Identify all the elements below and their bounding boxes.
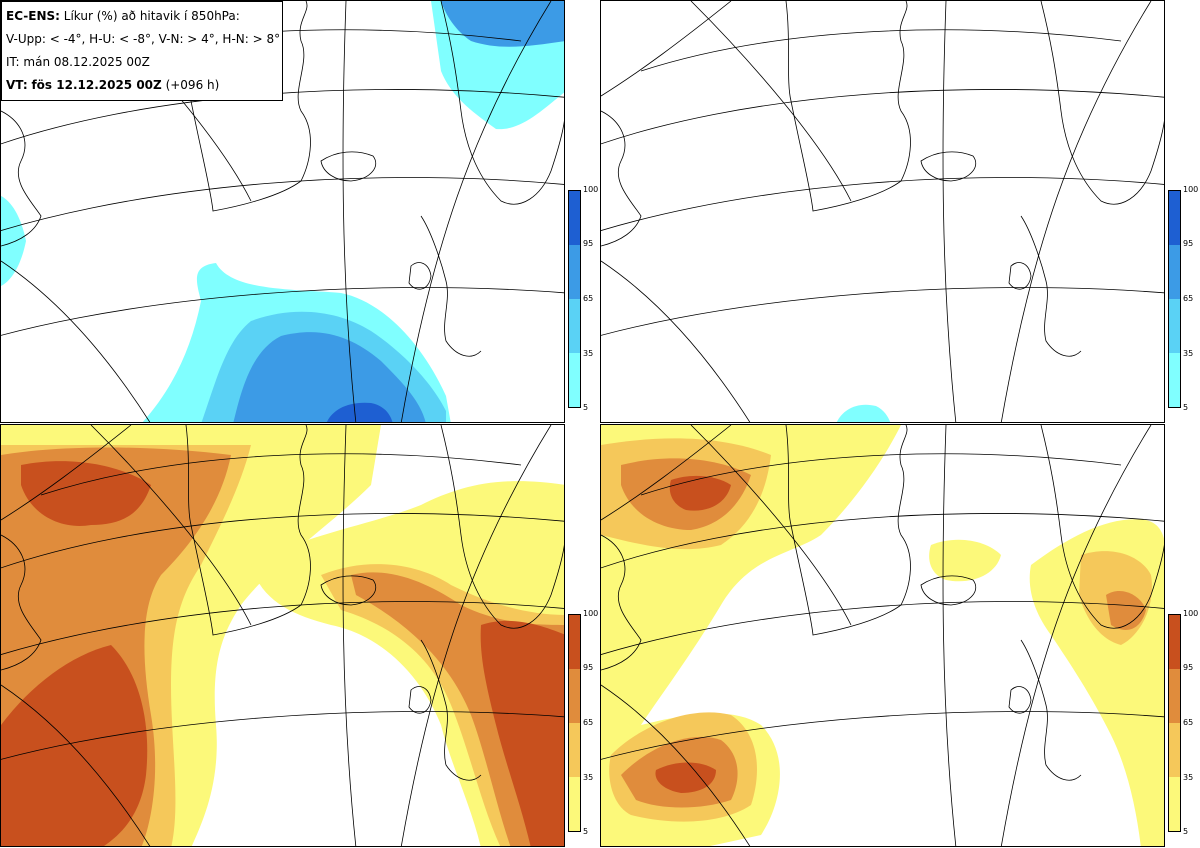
colorbar-cold-right [1168, 190, 1181, 408]
cbar-tick-65: 65 [583, 718, 594, 727]
scandinavia-coast [440, 425, 564, 629]
map-warm-plus8 [601, 425, 1164, 846]
prob-area-light-iceland [929, 539, 1001, 582]
cbar-tick-95: 95 [1183, 239, 1194, 248]
greenland-coast [185, 425, 311, 636]
panel-cold-minus4: EC-ENS: Líkur (%) að hitavik í 850hPa: V… [0, 0, 565, 423]
valid-time: fös 12.12.2025 00Z [31, 78, 162, 92]
map-warm-plus4 [1, 425, 564, 846]
cbar-tick-65: 65 [1183, 294, 1194, 303]
ireland-coast [1008, 262, 1032, 290]
prob-area-light [836, 404, 891, 422]
prob-area-dark [233, 332, 426, 422]
prob-area-max-east [480, 620, 564, 846]
valid-label: VT: [6, 78, 28, 92]
cbar-tick-35: 35 [583, 773, 594, 782]
canada-coast [1, 110, 42, 247]
prob-area-max [655, 762, 716, 793]
britain-coast [1020, 215, 1082, 357]
iceland-coast [920, 575, 977, 606]
cbar-tick-100: 100 [1183, 609, 1199, 618]
prob-area-dark-east [1106, 590, 1146, 630]
cbar-tick-95: 95 [1183, 663, 1194, 672]
initial-time-line: IT: mán 08.12.2025 00Z [6, 55, 150, 69]
cbar-tick-100: 100 [1183, 185, 1199, 194]
info-title-line: EC-ENS: Líkur (%) að hitavik í 850hPa: [6, 8, 278, 31]
scandinavia-coast [440, 1, 564, 205]
iceland-coast [920, 151, 977, 182]
ireland-coast [408, 686, 432, 714]
legend-info-box: EC-ENS: Líkur (%) að hitavik í 850hPa: V… [1, 1, 283, 101]
cbar-tick-35: 35 [1183, 349, 1194, 358]
ireland-coast [1008, 686, 1032, 714]
prob-area-max-south [1, 645, 148, 846]
cbar-tick-5: 5 [583, 403, 589, 412]
cbar-tick-5: 5 [583, 827, 589, 836]
prob-area-max [21, 461, 151, 526]
greenland-coast [785, 1, 911, 212]
canada-coast [1, 534, 42, 671]
colorbar-cold-left [568, 190, 581, 408]
panel-warm-plus8 [600, 424, 1165, 847]
prob-area-max-north [669, 475, 731, 511]
britain-coast [420, 639, 482, 781]
cbar-tick-95: 95 [583, 663, 594, 672]
ireland-coast [408, 262, 432, 290]
cbar-tick-35: 35 [1183, 773, 1194, 782]
lead-time: (+096 h) [165, 78, 220, 92]
variable-description: Líkur (%) að hitavik í 850hPa: [63, 9, 240, 23]
iceland-coast [320, 151, 377, 182]
cbar-tick-100: 100 [583, 185, 599, 194]
canada-coast [601, 534, 642, 671]
threshold-line: V-Upp: < -4°, H-U: < -8°, V-N: > 4°, H-N… [6, 32, 281, 46]
panel-cold-minus8 [600, 0, 1165, 423]
prob-area-west [1, 196, 26, 286]
greenland-coast [785, 425, 911, 636]
britain-coast [420, 215, 482, 357]
britain-coast [1020, 639, 1082, 781]
scandinavia-coast [1040, 425, 1164, 629]
prob-area-max [326, 402, 393, 422]
panel-warm-plus4 [0, 424, 565, 847]
map-cold-minus8 [601, 1, 1164, 422]
colorbar-warm-right [1168, 614, 1181, 832]
cbar-tick-65: 65 [1183, 718, 1194, 727]
cbar-tick-100: 100 [583, 609, 599, 618]
cbar-tick-35: 35 [583, 349, 594, 358]
cbar-tick-65: 65 [583, 294, 594, 303]
iceland-coast [320, 575, 377, 606]
scandinavia-coast [1040, 1, 1164, 205]
cbar-tick-5: 5 [1183, 403, 1189, 412]
canada-coast [601, 110, 642, 247]
model-name: EC-ENS: [6, 9, 60, 23]
valid-time-line: VT: fös 12.12.2025 00Z (+096 h) [6, 77, 278, 100]
cbar-tick-5: 5 [1183, 827, 1189, 836]
colorbar-warm-left [568, 614, 581, 832]
cbar-tick-95: 95 [583, 239, 594, 248]
